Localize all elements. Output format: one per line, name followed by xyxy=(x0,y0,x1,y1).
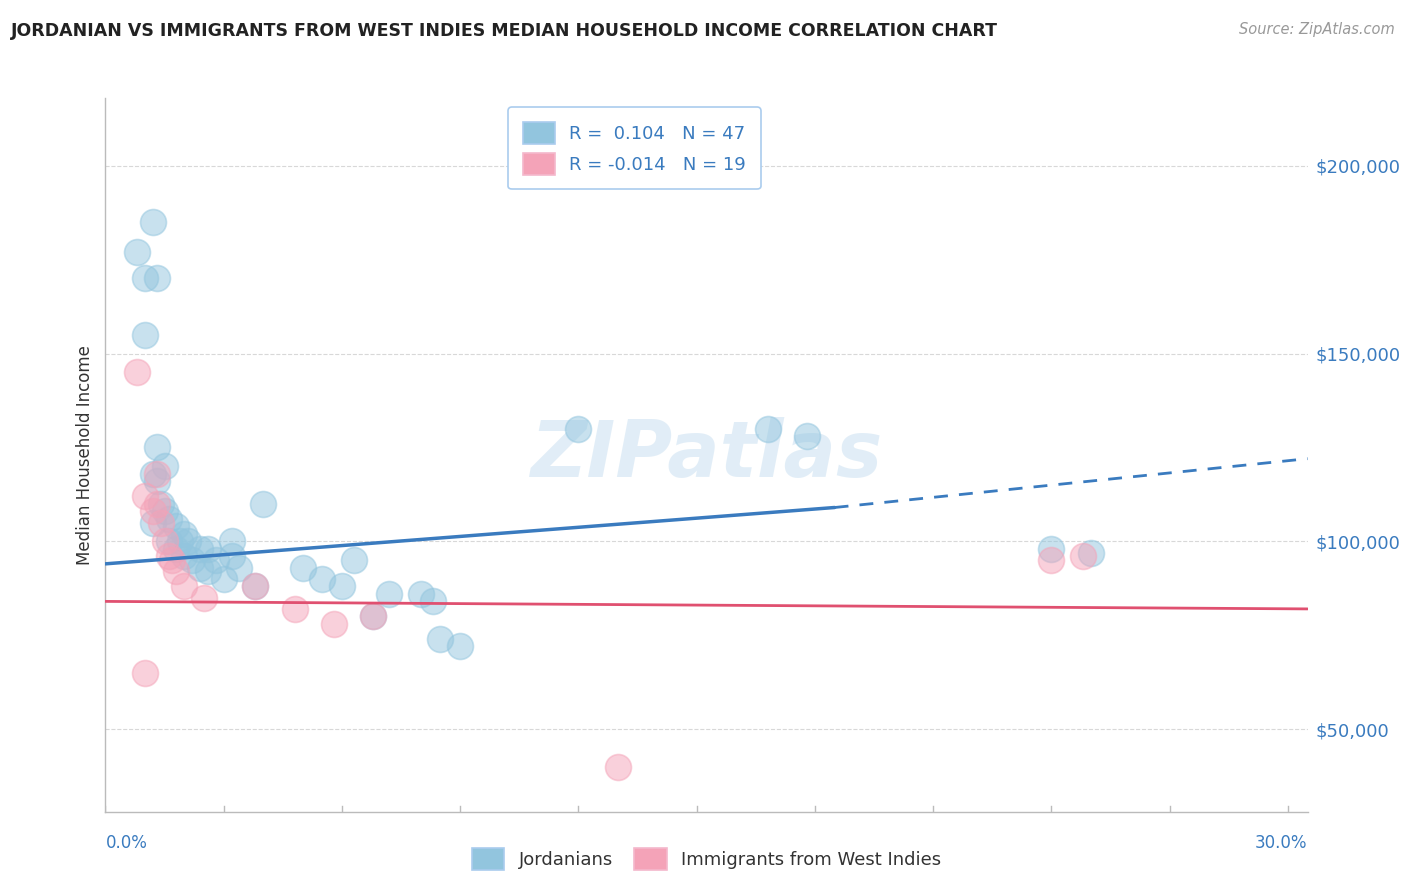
Point xyxy=(134,327,156,342)
Point xyxy=(145,474,167,488)
Point xyxy=(142,516,165,530)
Legend: Jordanians, Immigrants from West Indies: Jordanians, Immigrants from West Indies xyxy=(457,834,956,885)
Point xyxy=(252,497,274,511)
Point xyxy=(157,512,180,526)
Point xyxy=(323,616,346,631)
Point xyxy=(449,640,471,654)
Point xyxy=(145,497,167,511)
Point xyxy=(1040,553,1063,567)
Point xyxy=(284,602,307,616)
Y-axis label: Median Household Income: Median Household Income xyxy=(76,345,94,565)
Point xyxy=(1071,549,1094,564)
Point xyxy=(153,504,176,518)
Point xyxy=(153,534,176,549)
Point xyxy=(149,497,172,511)
Point xyxy=(228,560,250,574)
Point xyxy=(245,579,267,593)
Text: ZIPatlas: ZIPatlas xyxy=(530,417,883,493)
Point xyxy=(165,541,187,556)
Point xyxy=(142,215,165,229)
Point xyxy=(245,579,267,593)
Point xyxy=(330,579,353,593)
Text: JORDANIAN VS IMMIGRANTS FROM WEST INDIES MEDIAN HOUSEHOLD INCOME CORRELATION CHA: JORDANIAN VS IMMIGRANTS FROM WEST INDIES… xyxy=(11,22,998,40)
Point xyxy=(378,587,401,601)
Point xyxy=(193,591,215,605)
Point xyxy=(142,504,165,518)
Point xyxy=(221,534,243,549)
Point xyxy=(409,587,432,601)
Point xyxy=(173,526,195,541)
Point xyxy=(169,534,191,549)
Point xyxy=(204,553,226,567)
Point xyxy=(162,553,184,567)
Point xyxy=(197,541,219,556)
Point xyxy=(165,565,187,579)
Point xyxy=(1040,541,1063,556)
Point xyxy=(606,759,628,773)
Point xyxy=(221,549,243,564)
Point xyxy=(125,245,148,260)
Point xyxy=(343,553,366,567)
Point xyxy=(125,365,148,379)
Point xyxy=(157,549,180,564)
Point xyxy=(796,429,818,443)
Point xyxy=(1080,545,1102,559)
Point xyxy=(422,594,444,608)
Point xyxy=(188,560,211,574)
Text: Source: ZipAtlas.com: Source: ZipAtlas.com xyxy=(1239,22,1395,37)
Text: 0.0%: 0.0% xyxy=(105,834,148,852)
Point xyxy=(149,516,172,530)
Point xyxy=(134,665,156,680)
Point xyxy=(173,579,195,593)
Point xyxy=(197,565,219,579)
Point xyxy=(145,441,167,455)
Point xyxy=(567,422,589,436)
Point xyxy=(173,549,195,564)
Point xyxy=(756,422,779,436)
Point xyxy=(363,609,385,624)
Point xyxy=(311,572,333,586)
Point xyxy=(188,541,211,556)
Point xyxy=(212,572,235,586)
Point xyxy=(134,271,156,285)
Point xyxy=(177,534,200,549)
Point xyxy=(145,467,167,481)
Point xyxy=(153,459,176,474)
Point xyxy=(181,553,204,567)
Point xyxy=(165,519,187,533)
Point xyxy=(157,534,180,549)
Point xyxy=(429,632,451,646)
Text: 30.0%: 30.0% xyxy=(1256,834,1308,852)
Point xyxy=(291,560,314,574)
Point xyxy=(145,271,167,285)
Point xyxy=(363,609,385,624)
Point xyxy=(134,489,156,503)
Point xyxy=(142,467,165,481)
